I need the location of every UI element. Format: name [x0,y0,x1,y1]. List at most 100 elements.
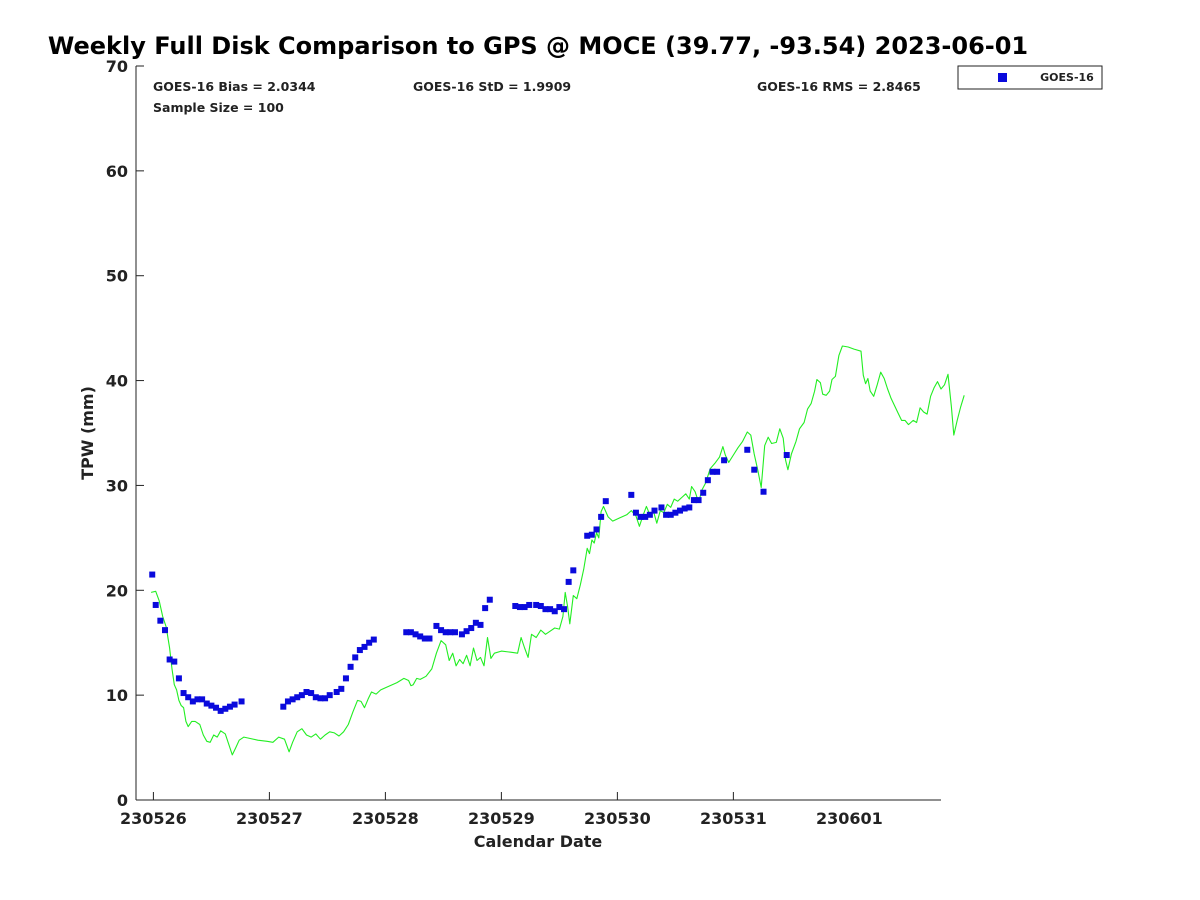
goes-16-point [472,619,479,626]
goes-16-point [421,635,428,642]
y-axis-label: TPW (mm) [78,386,97,480]
goes-16-point [547,606,554,613]
gps-line [150,345,965,756]
goes-16-point [760,488,767,495]
goes-16-point [686,504,693,511]
stat-std: GOES-16 StD = 1.9909 [413,79,571,94]
stat-sample-size: Sample Size = 100 [153,100,284,115]
goes-16-point [556,604,563,611]
goes-16-point [602,498,609,505]
x-tick-label: 230601 [816,809,883,828]
legend-box [957,65,1103,90]
goes-16-point [149,571,156,578]
goes-16-point [681,505,688,512]
goes-16-point [326,692,333,699]
goes-16-point [185,694,192,701]
x-tick-label: 230530 [584,809,651,828]
goes-16-point [593,526,600,533]
goes-16-point [356,647,363,654]
goes-16-point [303,688,310,695]
x-axis-label: Calendar Date [474,832,603,851]
goes-16-point [294,694,301,701]
goes-16-point [442,629,449,636]
goes-16-point [199,696,206,703]
goes-16-point [695,497,702,504]
goes-16-point [280,703,287,710]
goes-16-point [361,643,368,650]
goes-16-point [213,704,220,711]
goes-16-point [704,477,711,484]
y-tick-label: 30 [106,476,128,495]
goes-16-point [284,698,291,705]
y-tick-label: 50 [106,267,128,286]
goes-16-point [203,700,210,707]
goes-16-point [194,696,201,703]
goes-16-point [426,635,433,642]
goes-16-point [783,452,790,459]
goes-16-point [171,658,178,665]
y-tick-label: 20 [106,581,128,600]
stat-rms: GOES-16 RMS = 2.8465 [757,79,921,94]
goes-16-point [366,639,373,646]
goes-16-point [226,703,233,710]
goes-16-point [189,698,196,705]
goes-16-point [628,491,635,498]
x-tick-label: 230528 [352,809,419,828]
goes-16-point [551,608,558,615]
goes-16-point [157,617,164,624]
goes-16-point [714,468,721,475]
goes-16-point [289,696,296,703]
goes-16-point [161,627,168,634]
goes-16-point [403,629,410,636]
goes-16-point [561,606,568,613]
y-tick-label: 60 [106,162,128,181]
goes-16-point [565,578,572,585]
goes-16-point [238,698,245,705]
goes-16-point [646,511,653,518]
goes-16-point [663,511,670,518]
goes-16-point [690,497,697,504]
y-tick-label: 40 [106,372,128,391]
goes-16-point [751,466,758,473]
goes-16-point [651,507,658,514]
goes-16-point [175,675,182,682]
x-tick-label: 230526 [120,809,187,828]
goes-16-point [180,690,187,697]
goes-16-point [542,606,549,613]
x-ticks: 230526 230527 230528 230529 230530 230531 2306… [120,792,883,828]
goes-16-point [370,636,377,643]
legend: GOES-16 [957,65,1103,90]
goes-16-point [521,604,528,611]
goes-16-point [298,692,305,699]
goes-16-point [417,633,424,640]
goes-16-point [477,621,484,628]
stat-bias: GOES-16 Bias = 2.0344 [153,79,316,94]
y-tick-label: 70 [106,57,128,76]
goes-16-point [208,702,215,709]
goes-16-point [642,513,649,520]
goes-16-point [570,567,577,574]
goes-16-point [342,675,349,682]
goes-16-point [451,629,458,636]
legend-marker-goes-16 [998,73,1007,82]
stats-block: GOES-16 Bias = 2.0344 GOES-16 StD = 1.99… [153,79,921,115]
goes-16-point [231,701,238,708]
goes-16-point [217,707,224,714]
goes-16-point [458,631,465,638]
goes-16-point [667,511,674,518]
goes-16-point [152,601,159,608]
chart-title: Weekly Full Disk Comparison to GPS @ MOC… [48,32,1028,60]
goes-16-point [637,513,644,520]
goes-16-point [588,531,595,538]
y-tick-label: 10 [106,686,128,705]
goes-16-point [412,631,419,638]
goes-16-point [584,532,591,539]
goes-16-point [658,504,665,511]
goes-16-point [352,654,359,661]
goes-16-point [672,509,679,516]
goes-16-point [347,663,354,670]
goes-16-point [700,489,707,496]
goes-16-point [468,625,475,632]
goes-16-series [149,446,790,714]
goes-16-point [438,627,445,634]
